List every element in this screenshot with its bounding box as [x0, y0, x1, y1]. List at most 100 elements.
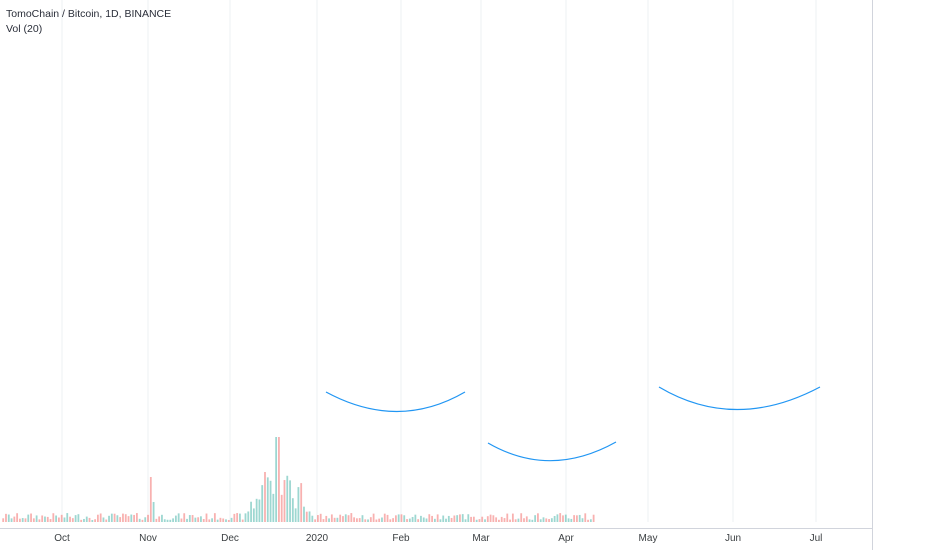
volume-bar [272, 493, 275, 522]
volume-bar [239, 513, 241, 522]
volume-bar [484, 519, 486, 522]
volume-bar [383, 513, 386, 522]
volume-bar [19, 518, 21, 522]
volume-bar [16, 513, 19, 522]
volume-bar [523, 518, 525, 522]
volume-bar [80, 519, 83, 522]
volume-bar [528, 519, 531, 522]
volume-bar [584, 513, 587, 522]
volume-bar [197, 517, 200, 522]
volume-bar [44, 516, 46, 522]
volume-bar [394, 515, 397, 522]
volume-bar [534, 515, 537, 522]
x-tick-label: Nov [139, 533, 157, 544]
volume-bar [213, 513, 216, 522]
volume-bar [542, 517, 545, 522]
volume-bar [328, 518, 330, 522]
volume-bar [339, 514, 342, 522]
volume-bar [27, 514, 30, 522]
volume-bar [592, 514, 595, 522]
volume-bar [355, 518, 358, 522]
volume-bar [587, 519, 589, 522]
volume-bar [102, 517, 105, 522]
volume-bar [495, 517, 498, 522]
volume-bar [138, 518, 141, 522]
volume-bar [291, 498, 294, 522]
volume-bar [261, 485, 264, 522]
volume-bar [567, 518, 570, 522]
volume-bar [52, 513, 55, 522]
volume-bar [172, 518, 174, 522]
volume-bar [578, 514, 581, 522]
volume-bar [411, 516, 414, 522]
volume-bar [498, 519, 500, 522]
volume-bar [2, 518, 5, 522]
volume-bar [475, 519, 478, 522]
volume-bar [10, 518, 13, 522]
volume-bar [283, 480, 286, 522]
volume-bar [127, 516, 130, 522]
volume-bar [461, 514, 464, 522]
volume-bar [420, 515, 422, 522]
x-tick-label: Oct [54, 533, 70, 544]
volume-bar [69, 516, 71, 522]
x-tick-label: Dec [221, 533, 239, 544]
volume-bar [55, 515, 58, 522]
volume-bar [74, 515, 77, 522]
volume-bar [511, 513, 514, 522]
volume-bar [553, 515, 556, 522]
volume-bar [124, 514, 127, 522]
volume-bar [188, 515, 191, 522]
volume-bar [403, 515, 406, 522]
volume-bar [250, 501, 252, 522]
volume-bar [174, 515, 177, 522]
volume-bar [46, 516, 49, 522]
volume-bar [88, 517, 91, 522]
volume-bar [155, 518, 158, 522]
volume-bar [225, 519, 227, 522]
volume-bar [255, 498, 258, 522]
volume-bar [275, 437, 278, 522]
volume-bar [252, 508, 255, 522]
volume-bar [459, 514, 461, 522]
volume-bar [303, 506, 305, 522]
volume-bar [456, 515, 459, 522]
volume-bar [489, 514, 492, 522]
volume-bar [537, 513, 539, 522]
volume-bar [205, 513, 208, 522]
volume-bar [105, 519, 108, 522]
volume-bar [158, 516, 161, 522]
volume-bar [367, 519, 369, 522]
volume-bar [442, 515, 445, 522]
volume-bar [369, 517, 372, 522]
volume-bar [21, 518, 24, 522]
volume-bar [570, 518, 573, 522]
volume-bar [378, 518, 381, 522]
volume-bar [478, 519, 481, 522]
volume-bar [30, 513, 32, 522]
volume-bar [325, 515, 328, 522]
volume-bar [208, 519, 211, 522]
volume-bar [500, 516, 503, 522]
volume-bar [211, 518, 213, 522]
volume-bar [562, 515, 564, 522]
volume-bar [539, 519, 542, 522]
volume-bar [141, 519, 144, 522]
volume-bar [191, 515, 194, 522]
volume-bar [333, 517, 336, 522]
cup-pattern-curve [487, 441, 617, 462]
volume-bar [564, 514, 567, 522]
volume-bar [108, 515, 110, 522]
volume-bar [110, 513, 113, 522]
volume-bar [169, 519, 172, 522]
volume-bar [66, 513, 69, 522]
volume-bar [408, 518, 411, 522]
volume-bar [152, 502, 155, 522]
volume-bar [305, 511, 308, 522]
volume-bars [2, 437, 595, 522]
volume-bar [63, 517, 66, 522]
volume-bar [227, 519, 230, 522]
volume-bar [233, 513, 236, 522]
